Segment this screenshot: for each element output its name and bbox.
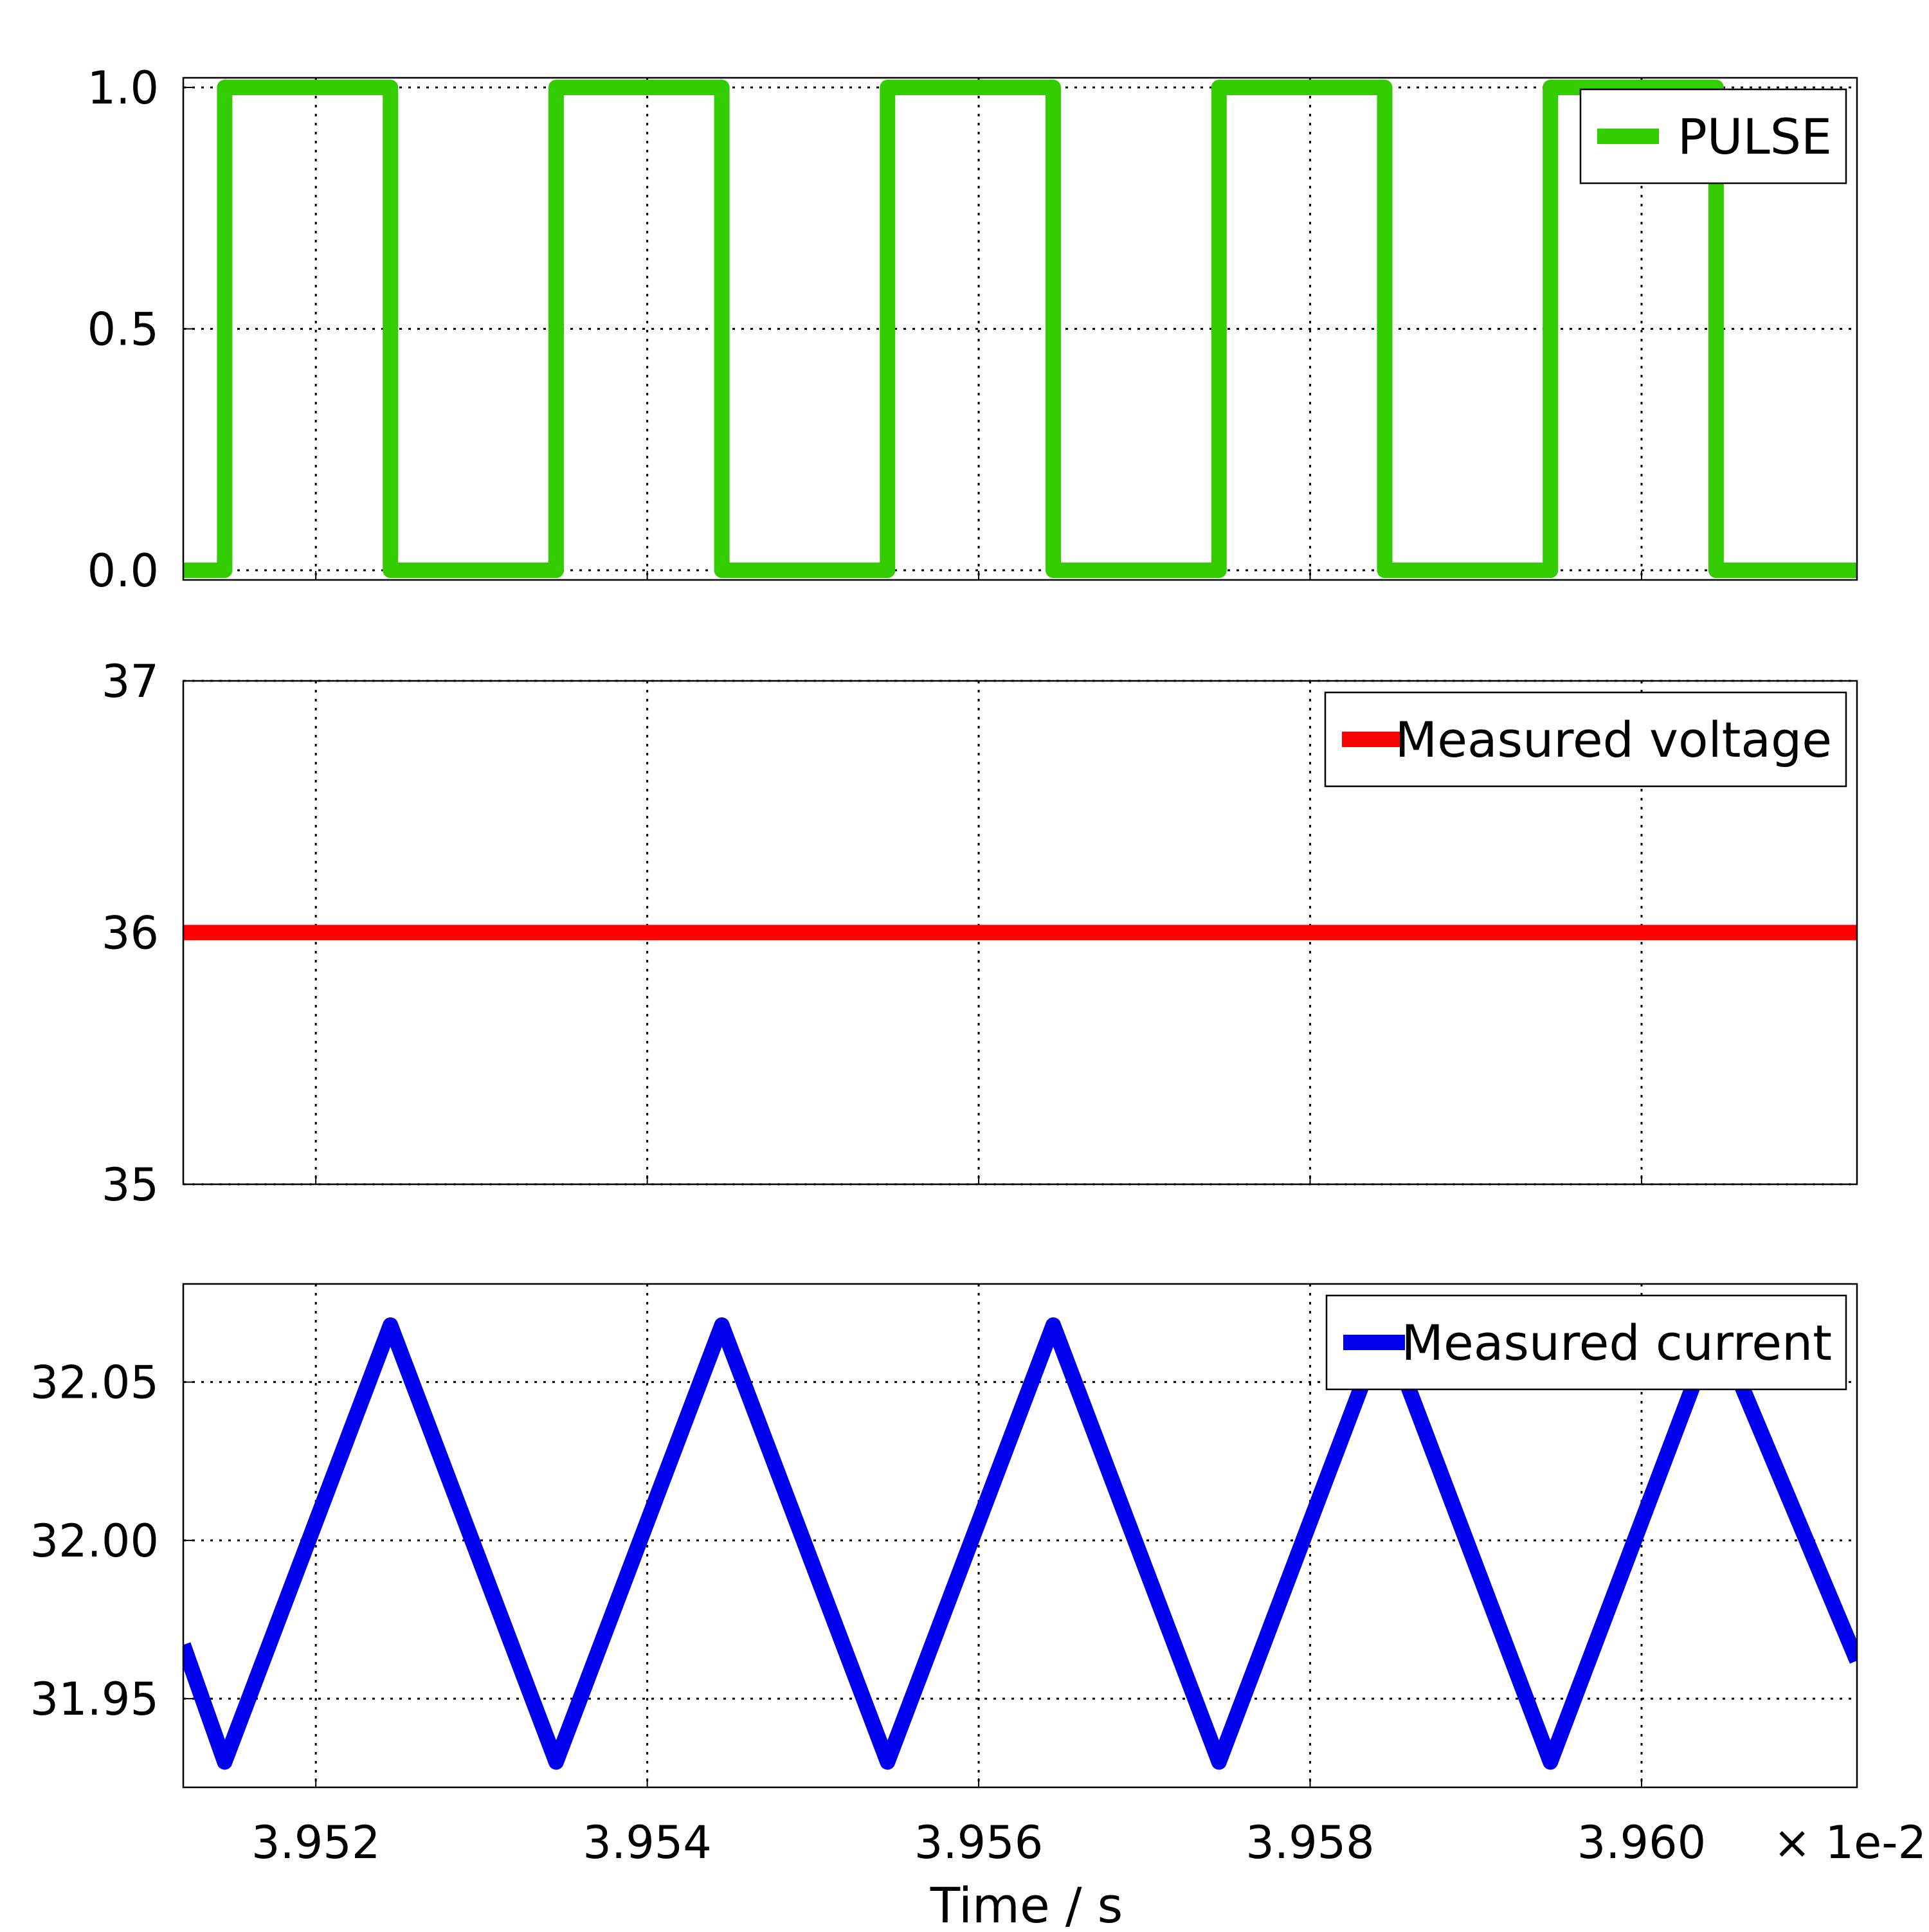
x-tick-label: 3.956 <box>914 1816 1043 1869</box>
series-line-measured-current <box>183 1317 1857 1770</box>
series-line-pulse <box>183 80 1857 578</box>
x-tick-label: 3.952 <box>251 1816 380 1869</box>
x-offset-label: × 1e-2 <box>1773 1816 1926 1869</box>
chart-panel-3: 31.95 32.00 32.05 Measured current <box>30 1283 1858 1789</box>
y-tick-label: 35 <box>102 1159 159 1211</box>
legend: Measured voltage <box>1324 691 1847 788</box>
chart-panel-2: 35 36 37 Measured voltage <box>102 655 1858 1211</box>
chart-panel-1: 0.0 0.5 1.0 PULSE <box>87 62 1858 597</box>
legend-box <box>1325 1294 1847 1391</box>
legend-label: Measured voltage <box>1395 711 1832 768</box>
y-tick-label: 37 <box>102 655 159 708</box>
y-tick-label: 0.5 <box>87 303 159 356</box>
y-tick-label: 36 <box>102 907 159 960</box>
plot-frame <box>182 77 1858 581</box>
legend: Measured current <box>1325 1294 1847 1391</box>
x-tick-label: 3.954 <box>583 1816 711 1869</box>
y-tick-label: 31.95 <box>30 1673 159 1726</box>
y-tick-label: 1.0 <box>87 62 159 114</box>
x-tick-label: 3.960 <box>1577 1816 1706 1869</box>
y-tick-label: 32.05 <box>30 1357 159 1409</box>
legend: PULSE <box>1579 88 1847 185</box>
y-tick-label: 0.0 <box>87 545 159 597</box>
y-tick-label: 32.00 <box>30 1515 159 1567</box>
x-tick-label: 3.958 <box>1245 1816 1374 1869</box>
legend-box <box>1324 691 1847 788</box>
legend-label: Measured current <box>1401 1314 1832 1371</box>
x-axis-label: Time / s <box>930 1877 1123 1929</box>
plot-frame <box>182 680 1858 1186</box>
legend-box <box>1579 88 1847 185</box>
plot-frame <box>182 1283 1858 1789</box>
legend-label: PULSE <box>1678 108 1832 165</box>
